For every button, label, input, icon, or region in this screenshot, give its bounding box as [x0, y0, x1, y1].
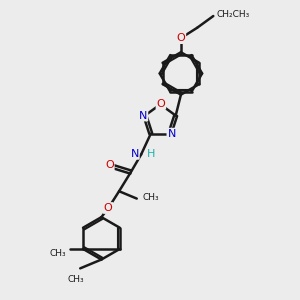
- Text: CH₃: CH₃: [67, 275, 84, 284]
- Text: N: N: [130, 149, 139, 159]
- Text: CH₃: CH₃: [142, 193, 159, 202]
- Text: N: N: [167, 129, 176, 139]
- Text: N: N: [139, 111, 147, 121]
- Text: CH₂CH₃: CH₂CH₃: [217, 10, 250, 19]
- Text: O: O: [105, 160, 114, 170]
- Text: O: O: [157, 99, 165, 109]
- Text: O: O: [176, 33, 185, 43]
- Text: H: H: [146, 149, 155, 159]
- Text: CH₃: CH₃: [50, 249, 66, 258]
- Text: O: O: [104, 203, 112, 213]
